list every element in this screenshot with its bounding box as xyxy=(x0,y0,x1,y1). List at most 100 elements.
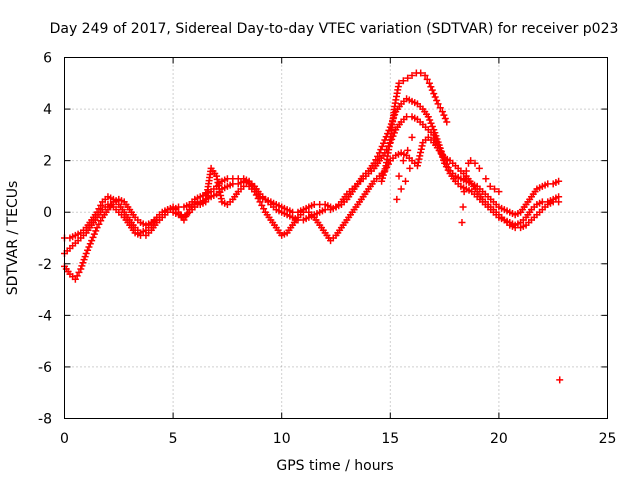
data-point-track-c xyxy=(89,233,97,241)
x-tick-label: 5 xyxy=(169,431,178,447)
data-point-track-c xyxy=(417,149,425,157)
data-point-track-a xyxy=(428,122,436,130)
y-tick-label: -4 xyxy=(38,308,52,324)
plot-frame xyxy=(64,57,608,419)
data-point-track-a xyxy=(427,119,435,127)
data-points xyxy=(61,69,564,384)
data-point-track-c xyxy=(77,265,85,273)
data-point-scatter-drops xyxy=(408,133,416,141)
data-point-track-c xyxy=(555,198,563,206)
data-point-scatter-drops xyxy=(462,167,470,175)
data-point-track-c xyxy=(92,227,100,235)
data-point-track-c xyxy=(415,155,423,163)
data-point-scatter-drops xyxy=(471,159,479,167)
x-tick-label: 20 xyxy=(490,431,508,447)
data-point-track-c xyxy=(417,145,425,153)
data-point-track-d xyxy=(438,108,446,116)
y-tick-label: 2 xyxy=(43,154,52,170)
data-point-track-c xyxy=(414,158,422,166)
data-point-scatter-drops xyxy=(486,182,494,190)
data-point-track-a xyxy=(555,177,563,185)
data-point-track-c xyxy=(82,249,90,257)
x-tick-labels: 0 5 10 15 20 25 xyxy=(60,431,616,447)
data-point-scatter-drops xyxy=(467,157,475,165)
data-point-track-b xyxy=(430,131,438,139)
data-point-track-a xyxy=(380,139,388,147)
chart-title: Day 249 of 2017, Sidereal Day-to-day VTE… xyxy=(50,21,619,37)
data-point-track-d xyxy=(440,111,448,119)
data-point-scatter-drops xyxy=(482,175,490,183)
x-tick-label: 15 xyxy=(381,431,399,447)
y-tick-labels: -8 -6 -4 -2 0 2 4 6 xyxy=(38,51,52,428)
data-point-scatter-drops xyxy=(402,177,410,185)
data-point-scatter-drops xyxy=(460,188,468,196)
y-tick-label: 0 xyxy=(43,205,52,221)
data-point-track-d xyxy=(379,171,387,179)
x-tick-label: 25 xyxy=(599,431,617,447)
axis-ticks xyxy=(64,57,608,419)
data-point-track-d xyxy=(434,100,442,108)
data-point-track-d xyxy=(433,96,441,104)
x-tick-label: 0 xyxy=(60,431,69,447)
data-point-track-d xyxy=(425,79,433,87)
y-axis-label: SDTVAR / TECUs xyxy=(5,181,21,296)
data-point-track-c xyxy=(78,262,86,270)
data-point-track-c xyxy=(418,142,426,150)
y-tick-label: -2 xyxy=(38,257,52,273)
data-point-scatter-drops xyxy=(461,175,469,183)
data-point-track-d xyxy=(431,93,439,101)
data-point-track-d xyxy=(423,75,431,83)
data-point-scatter-drops xyxy=(393,195,401,203)
data-point-scatter-drops xyxy=(458,219,466,227)
data-point-track-a xyxy=(378,142,386,150)
data-point-track-d xyxy=(421,72,429,80)
data-point-scatter-drops xyxy=(475,164,483,172)
data-point-track-d xyxy=(408,72,416,80)
data-point-track-a xyxy=(424,113,432,121)
data-point-scatter-drops xyxy=(395,172,403,180)
x-tick-label: 10 xyxy=(273,431,291,447)
data-point-track-c xyxy=(86,240,94,248)
data-point-track-c xyxy=(79,259,87,267)
data-point-track-d xyxy=(380,168,388,176)
data-point-scatter-drops xyxy=(404,146,412,154)
data-point-track-c xyxy=(80,256,88,264)
data-point-track-c xyxy=(81,253,89,261)
data-point-track-c xyxy=(85,243,93,251)
data-point-track-d xyxy=(404,74,412,82)
data-point-track-b xyxy=(431,134,439,142)
data-point-track-d xyxy=(378,174,386,182)
data-point-track-d xyxy=(436,104,444,112)
y-tick-label: -6 xyxy=(38,360,52,376)
data-point-scatter-drops xyxy=(491,185,499,193)
x-axis-label: GPS time / hours xyxy=(276,458,393,474)
data-point-track-d xyxy=(441,115,449,123)
data-point-track-c xyxy=(90,230,98,238)
data-point-track-d xyxy=(378,177,386,185)
data-point-track-a xyxy=(377,146,385,154)
y-tick-label: 6 xyxy=(43,51,52,67)
data-point-track-d xyxy=(428,86,436,94)
data-point-outlier xyxy=(556,376,564,384)
data-point-scatter-drops xyxy=(399,157,407,165)
data-point-track-d xyxy=(395,79,403,87)
data-point-scatter-drops xyxy=(406,164,414,172)
data-point-track-c xyxy=(413,162,421,170)
data-point-scatter-drops xyxy=(495,188,503,196)
data-point-scatter-drops xyxy=(397,185,405,193)
data-point-track-d xyxy=(399,77,407,85)
data-point-track-d xyxy=(427,83,435,91)
data-point-track-d xyxy=(417,69,425,77)
data-point-track-c xyxy=(88,237,96,245)
data-point-track-d xyxy=(381,165,389,173)
data-point-track-d xyxy=(443,118,451,126)
data-point-scatter-drops xyxy=(459,203,467,211)
data-point-track-c xyxy=(416,152,424,160)
data-point-track-a xyxy=(426,116,434,124)
data-point-track-d xyxy=(430,90,438,98)
y-tick-label: -8 xyxy=(38,412,52,428)
y-tick-label: 4 xyxy=(43,102,52,118)
data-point-track-c xyxy=(84,246,92,254)
